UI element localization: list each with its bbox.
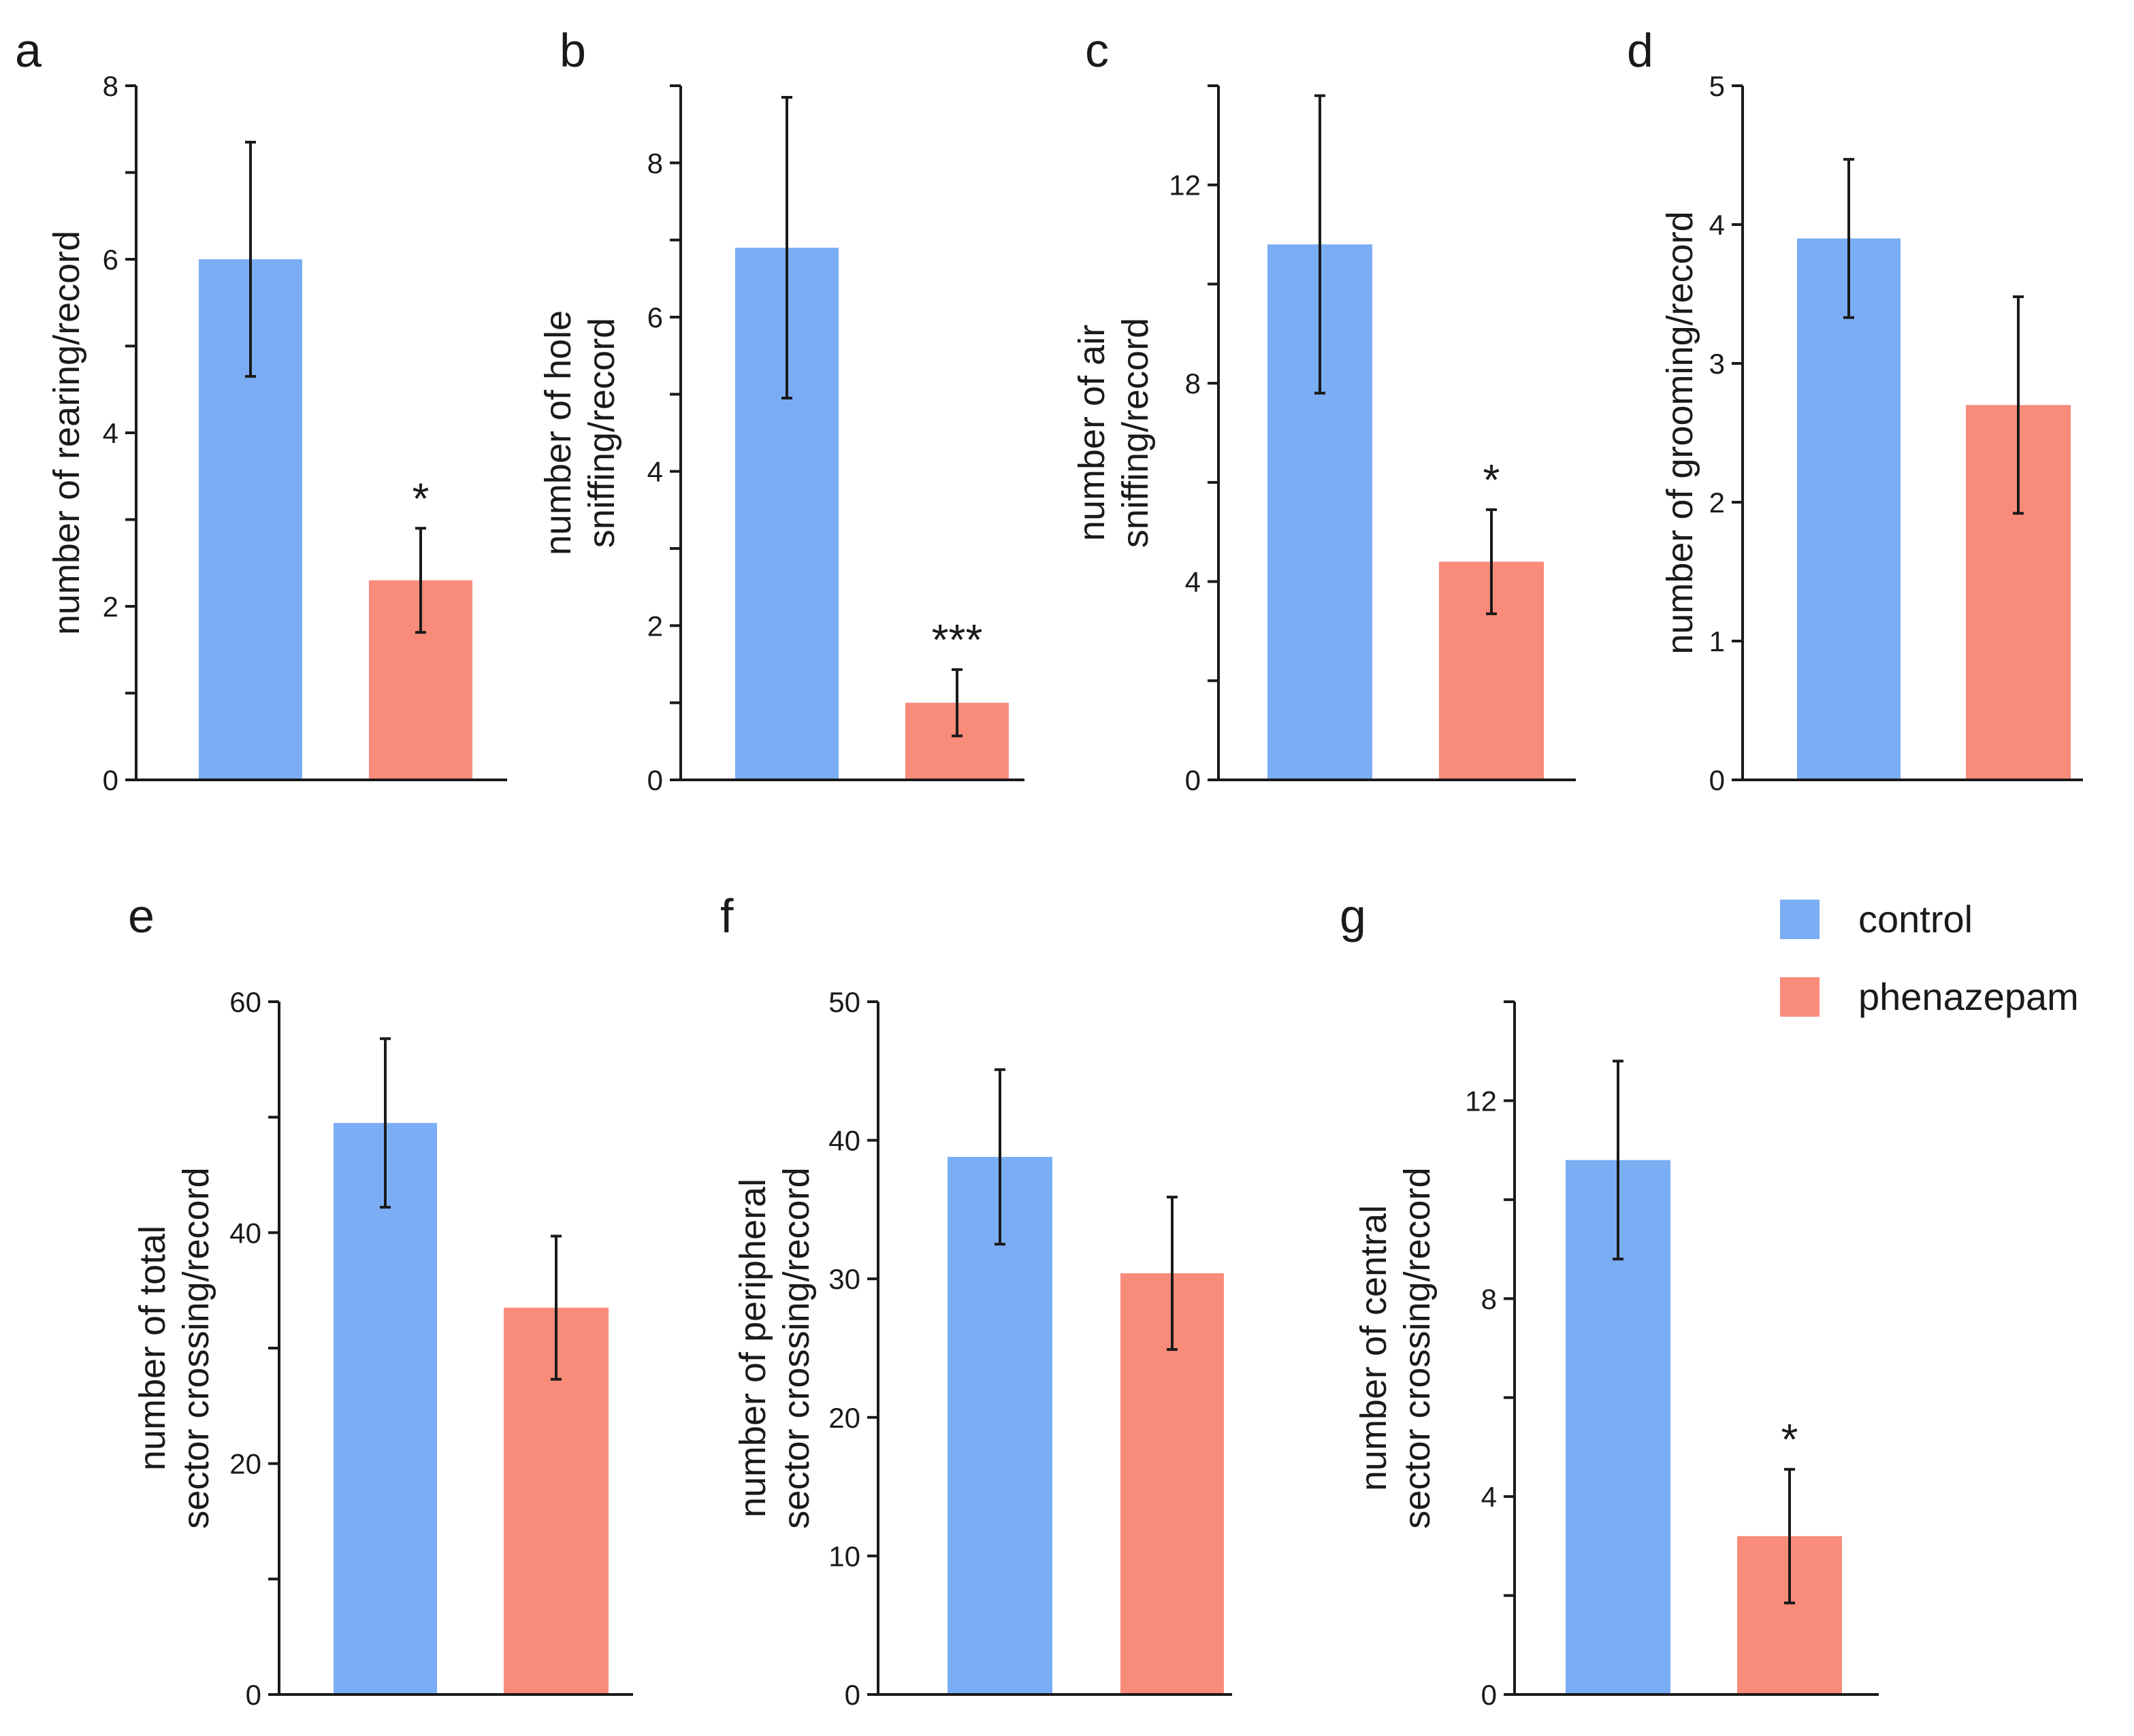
y-tick-label: 4 xyxy=(647,456,663,488)
y-tick-label: 10 xyxy=(828,1540,860,1572)
error-bar-control xyxy=(1843,158,1854,319)
panel-d: d 0 1 2 3 4 5 number of grooming/record xyxy=(1627,24,2083,796)
error-bar-phenazepam xyxy=(2013,295,2024,515)
panel-letter: d xyxy=(1627,24,1653,77)
y-tick-label: 4 xyxy=(1709,209,1725,241)
y-tick-label: 4 xyxy=(1481,1481,1497,1513)
y-tick-label: 2 xyxy=(1709,487,1725,519)
panel-g: g * 0 4 8 12 number of centralsector crossing/… xyxy=(1340,889,1879,1711)
panel-letter: b xyxy=(560,24,586,77)
legend-label-control: control xyxy=(1858,898,1973,940)
y-tick-label: 40 xyxy=(229,1217,261,1249)
y-tick-label: 8 xyxy=(103,70,118,102)
y-tick-label: 0 xyxy=(1481,1679,1497,1711)
significance-marker: *** xyxy=(932,615,983,664)
bar-control xyxy=(334,1123,437,1694)
y-tick-label: 6 xyxy=(103,244,118,276)
y-tick-label: 0 xyxy=(845,1679,860,1711)
y-axis-label: number of peripheralsector crossing/reco… xyxy=(732,1167,817,1528)
y-tick-label: 12 xyxy=(1465,1085,1497,1117)
panel-letter: e xyxy=(128,889,155,943)
bar-control xyxy=(1797,238,1901,780)
error-bar-control xyxy=(781,96,792,399)
significance-marker: * xyxy=(1781,1415,1798,1464)
y-tick-label: 6 xyxy=(647,301,663,333)
y-tick-label: 30 xyxy=(828,1263,860,1295)
y-tick-label: 20 xyxy=(229,1448,261,1480)
y-tick-label: 20 xyxy=(828,1402,860,1434)
y-axis-label: number of totalsector crossing/record xyxy=(132,1167,216,1528)
y-tick-label: 2 xyxy=(103,591,118,623)
error-bar-phenazepam xyxy=(415,527,426,634)
y-axis-label: number of grooming/record xyxy=(1660,211,1700,654)
y-tick-label: 0 xyxy=(246,1679,261,1711)
panel-f: f 0 10 20 30 40 50 number of peripheralsector c… xyxy=(720,889,1232,1711)
y-tick-label: 12 xyxy=(1169,169,1201,201)
y-tick-label: 1 xyxy=(1709,625,1725,657)
panel-a: a * 0 2 4 6 8 number of rearing/record xyxy=(15,24,507,796)
significance-marker: * xyxy=(1483,455,1500,504)
panel-letter: a xyxy=(15,24,42,77)
y-axis-label: number of holesniffing/record xyxy=(538,310,622,555)
y-tick-label: 0 xyxy=(1185,764,1201,796)
y-axis-label: number of rearing/record xyxy=(46,231,87,635)
error-bar-control xyxy=(245,140,256,378)
error-bar-control xyxy=(380,1037,391,1209)
error-bar-control xyxy=(1613,1060,1623,1261)
y-tick-label: 4 xyxy=(103,417,118,449)
error-bar-control xyxy=(995,1068,1005,1246)
y-tick-label: 8 xyxy=(1185,367,1201,399)
panel-letter: g xyxy=(1340,889,1366,943)
legend-swatch-control xyxy=(1780,900,1820,939)
legend-label-phenazepam: phenazepam xyxy=(1858,975,2079,1018)
y-tick-label: 2 xyxy=(647,610,663,642)
error-bar-phenazepam xyxy=(1784,1468,1795,1605)
y-tick-label: 8 xyxy=(647,147,663,179)
panel-letter: c xyxy=(1085,24,1109,77)
y-tick-label: 4 xyxy=(1185,566,1201,598)
bar-control xyxy=(948,1157,1052,1694)
panel-e: e 0 20 40 60 number of totalsector crossing/r… xyxy=(128,889,633,1711)
y-tick-label: 0 xyxy=(647,764,663,796)
panel-letter: f xyxy=(720,889,734,943)
error-bar-phenazepam xyxy=(952,668,963,738)
y-tick-label: 0 xyxy=(103,764,118,796)
y-tick-label: 3 xyxy=(1709,348,1725,380)
error-bar-phenazepam xyxy=(551,1234,562,1381)
error-bar-phenazepam xyxy=(1486,508,1497,615)
y-tick-label: 8 xyxy=(1481,1283,1497,1315)
y-tick-label: 40 xyxy=(828,1125,860,1157)
y-axis-label: number of airsniffing/record xyxy=(1071,318,1156,548)
y-tick-label: 5 xyxy=(1709,70,1725,102)
error-bar-phenazepam xyxy=(1167,1196,1178,1352)
y-axis-label: number of centralsector crossing/record xyxy=(1353,1167,1438,1528)
legend: control phenazepam xyxy=(1780,898,2079,1018)
panel-c: c * 0 4 8 12 number of airsniffing/record xyxy=(1071,24,1576,796)
y-tick-label: 50 xyxy=(828,986,860,1018)
legend-swatch-phenazepam xyxy=(1780,977,1820,1017)
y-tick-label: 0 xyxy=(1709,764,1725,796)
error-bar-control xyxy=(1314,94,1325,395)
significance-marker: * xyxy=(413,474,430,523)
panel-b: b *** 0 2 4 6 8 number of holesniffing/record xyxy=(538,24,1024,796)
y-tick-label: 60 xyxy=(229,986,261,1018)
